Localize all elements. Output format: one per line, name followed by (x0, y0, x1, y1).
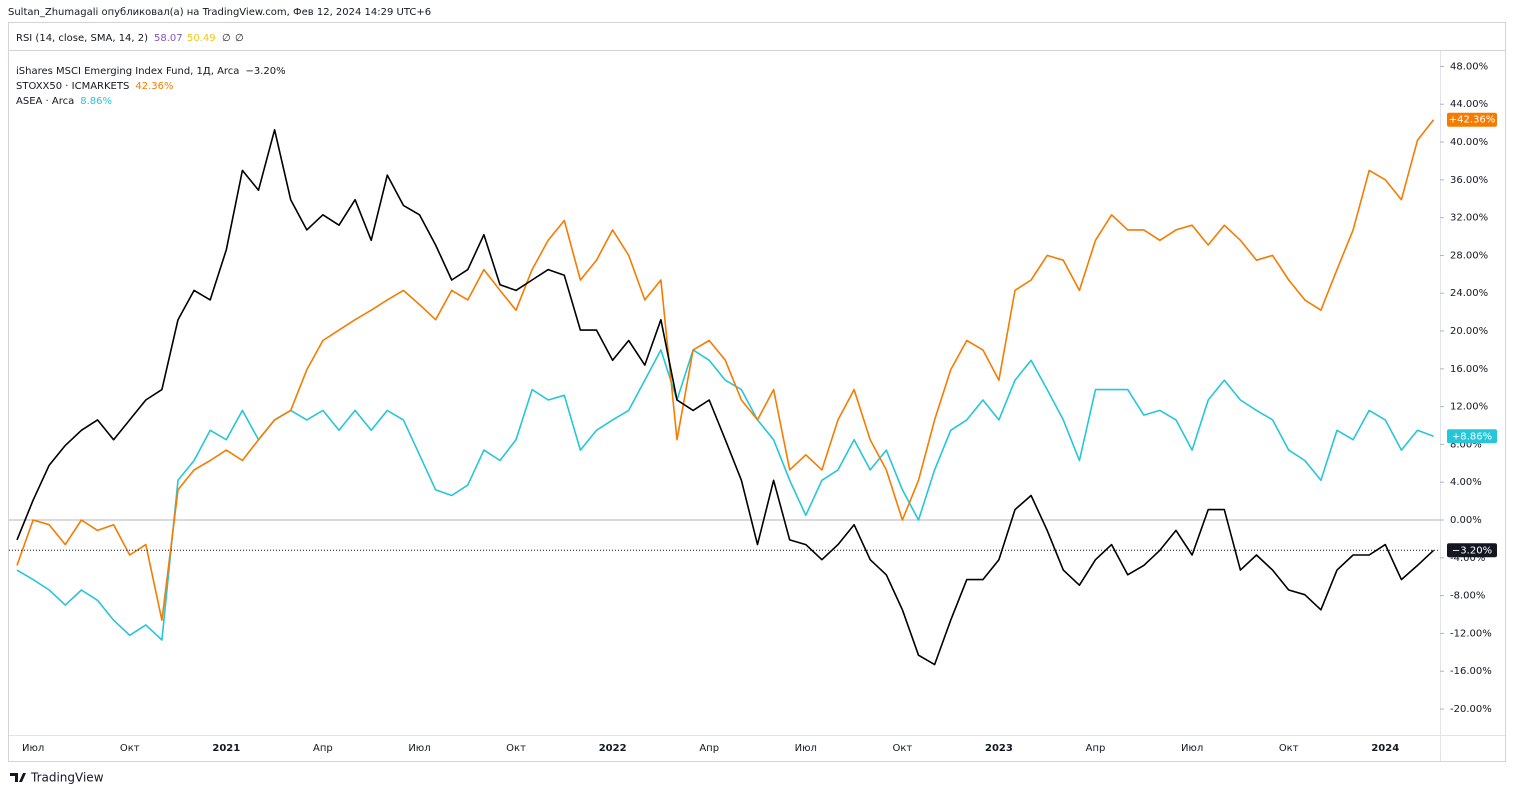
y-tick-label: 32.00% (1450, 213, 1488, 224)
x-tick-label: Окт (892, 743, 912, 754)
price-badge-label: +8.86% (1452, 431, 1492, 442)
series-line (16, 129, 1435, 666)
y-tick-label: 24.00% (1450, 288, 1488, 299)
y-tick-label: 0.00% (1450, 515, 1482, 526)
footer: TradingView (30, 771, 104, 785)
y-tick-label: 8.00% (1450, 439, 1482, 450)
y-tick-label: -20.00% (1450, 704, 1492, 715)
y-tick-label: 12.00% (1450, 402, 1488, 413)
x-tick-label: 2024 (1371, 743, 1399, 754)
logo: TradingView (10, 771, 104, 785)
x-tick-label: Апр (1086, 743, 1106, 754)
y-tick-label: -8.00% (1450, 591, 1485, 602)
series-line (16, 119, 1435, 621)
legend-value: 8.86% (80, 96, 112, 107)
legend-value: −3.20% (245, 66, 285, 77)
x-tick-label: 2023 (985, 743, 1013, 754)
y-tick-label: 40.00% (1450, 137, 1488, 148)
indicator-name: RSI (14, close, SMA, 14, 2) (16, 33, 148, 44)
y-tick-label: 36.00% (1450, 175, 1488, 186)
legend-name: iShares MSCI Emerging Index Fund, 1Д, Ar… (16, 66, 239, 77)
x-tick-label: Июл (22, 743, 44, 754)
x-tick-label: Окт (1279, 743, 1299, 754)
price-badge (1447, 429, 1497, 444)
series-line (16, 349, 1434, 641)
x-tick-label: Апр (699, 743, 719, 754)
legend-name: ASEA · Arca (16, 96, 74, 107)
x-tick-label: Июл (795, 743, 817, 754)
indicator-value: 58.07 (154, 33, 183, 44)
x-tick-label: Окт (120, 743, 140, 754)
x-tick-label: Июл (408, 743, 430, 754)
y-tick-label: 28.00% (1450, 250, 1488, 261)
header: Sultan_Zhumagali опубликовал(а) на Tradi… (8, 7, 431, 18)
price-badge (1447, 112, 1497, 127)
frame (8, 22, 1506, 762)
y-tick-label: -16.00% (1450, 666, 1492, 677)
x-tick-label: Июл (1181, 743, 1203, 754)
x-tick-label: Апр (313, 743, 333, 754)
y-tick-label: 48.00% (1450, 61, 1488, 72)
x-tick-label: 2022 (599, 743, 627, 754)
price-badge-label: −3.20% (1452, 545, 1492, 556)
price-badge (1447, 543, 1497, 558)
price-badge-label: +42.36% (1449, 115, 1496, 126)
indicator-sma: 50.49 (187, 33, 216, 44)
y-tick-label: -4.00% (1450, 553, 1485, 564)
legend-name: STOXX50 · ICMARKETS (16, 81, 129, 92)
y-tick-label: -12.00% (1450, 628, 1492, 639)
indicator-extra: ∅ (222, 33, 231, 44)
y-tick-label: 44.00% (1450, 99, 1488, 110)
legend-value: 42.36% (135, 81, 173, 92)
y-tick-label: 4.00% (1450, 477, 1482, 488)
y-tick-label: 20.00% (1450, 326, 1488, 337)
x-tick-label: 2021 (212, 743, 240, 754)
indicator-extra: ∅ (235, 33, 244, 44)
logo-icon (10, 773, 26, 782)
y-tick-label: 16.00% (1450, 364, 1488, 375)
x-tick-label: Окт (506, 743, 526, 754)
